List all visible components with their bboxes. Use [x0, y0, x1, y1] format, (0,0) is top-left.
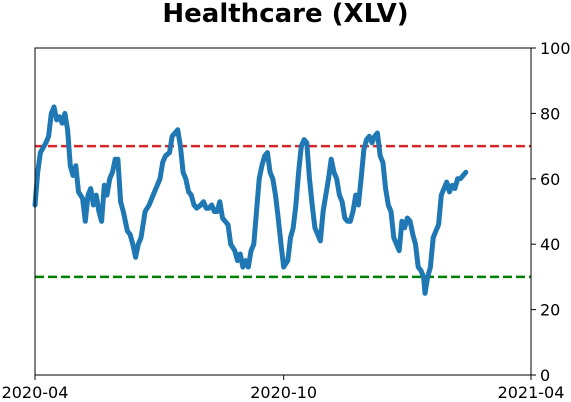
x-tick-label: 2020-04	[2, 383, 69, 402]
x-tick-label: 2021-04	[498, 383, 565, 402]
reference-lines	[35, 144, 531, 279]
x-axis: 2020-04 2020-10 2021-04	[2, 375, 565, 402]
y-tick-label: 20	[540, 301, 560, 320]
y-tick-label: 100	[540, 39, 571, 58]
x-tick-label: 2020-10	[250, 383, 317, 402]
plot-frame	[34, 47, 532, 376]
series-layer	[32, 104, 469, 296]
series-line-0	[32, 104, 469, 296]
y-tick-label: 60	[540, 170, 560, 189]
y-tick-label: 40	[540, 235, 560, 254]
y-tick-label: 0	[540, 366, 550, 385]
chart-title: Healthcare (XLV)	[162, 0, 409, 29]
y-tick-label: 80	[540, 104, 560, 123]
y-axis-right: 0 20 40 60 80 100	[531, 39, 571, 385]
